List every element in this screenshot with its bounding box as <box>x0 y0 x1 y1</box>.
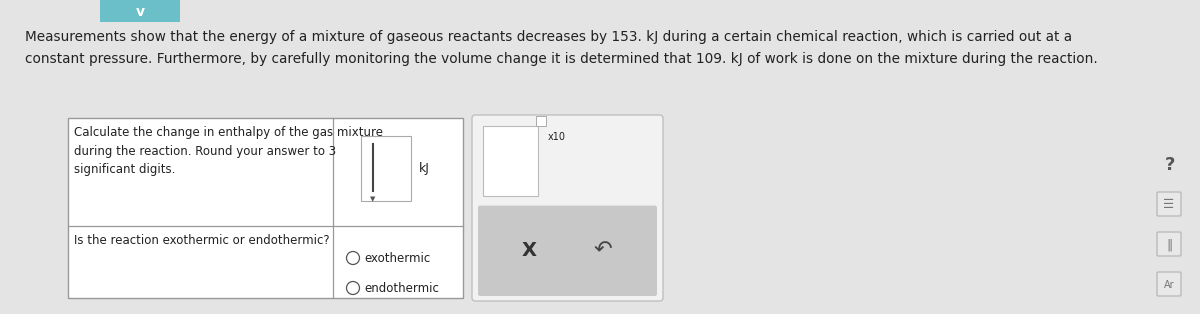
FancyBboxPatch shape <box>472 115 662 301</box>
FancyBboxPatch shape <box>1157 192 1181 216</box>
FancyBboxPatch shape <box>536 116 546 126</box>
Text: ↶: ↶ <box>593 241 612 261</box>
FancyBboxPatch shape <box>100 0 180 22</box>
Text: x10: x10 <box>548 132 566 142</box>
FancyBboxPatch shape <box>1157 272 1181 296</box>
Text: kJ: kJ <box>419 162 430 175</box>
Text: Measurements show that the energy of a mixture of gaseous reactants decreases by: Measurements show that the energy of a m… <box>25 30 1098 66</box>
Text: endothermic: endothermic <box>365 281 439 295</box>
Text: ☰: ☰ <box>1163 198 1175 212</box>
Text: ?: ? <box>1165 156 1175 174</box>
FancyBboxPatch shape <box>478 206 658 296</box>
Text: Is the reaction exothermic or endothermic?: Is the reaction exothermic or endothermi… <box>74 234 330 247</box>
FancyBboxPatch shape <box>68 118 463 298</box>
FancyBboxPatch shape <box>482 126 538 196</box>
FancyBboxPatch shape <box>361 136 410 201</box>
Circle shape <box>347 281 360 295</box>
Circle shape <box>347 252 360 264</box>
Text: v: v <box>136 5 144 19</box>
Text: Calculate the change in enthalpy of the gas mixture
during the reaction. Round y: Calculate the change in enthalpy of the … <box>74 126 383 176</box>
Text: Ar: Ar <box>1164 280 1175 290</box>
Text: ▼: ▼ <box>371 196 376 202</box>
Text: ‖: ‖ <box>1166 239 1172 252</box>
FancyBboxPatch shape <box>1157 232 1181 256</box>
Text: X: X <box>522 241 536 260</box>
Text: exothermic: exothermic <box>365 252 431 264</box>
